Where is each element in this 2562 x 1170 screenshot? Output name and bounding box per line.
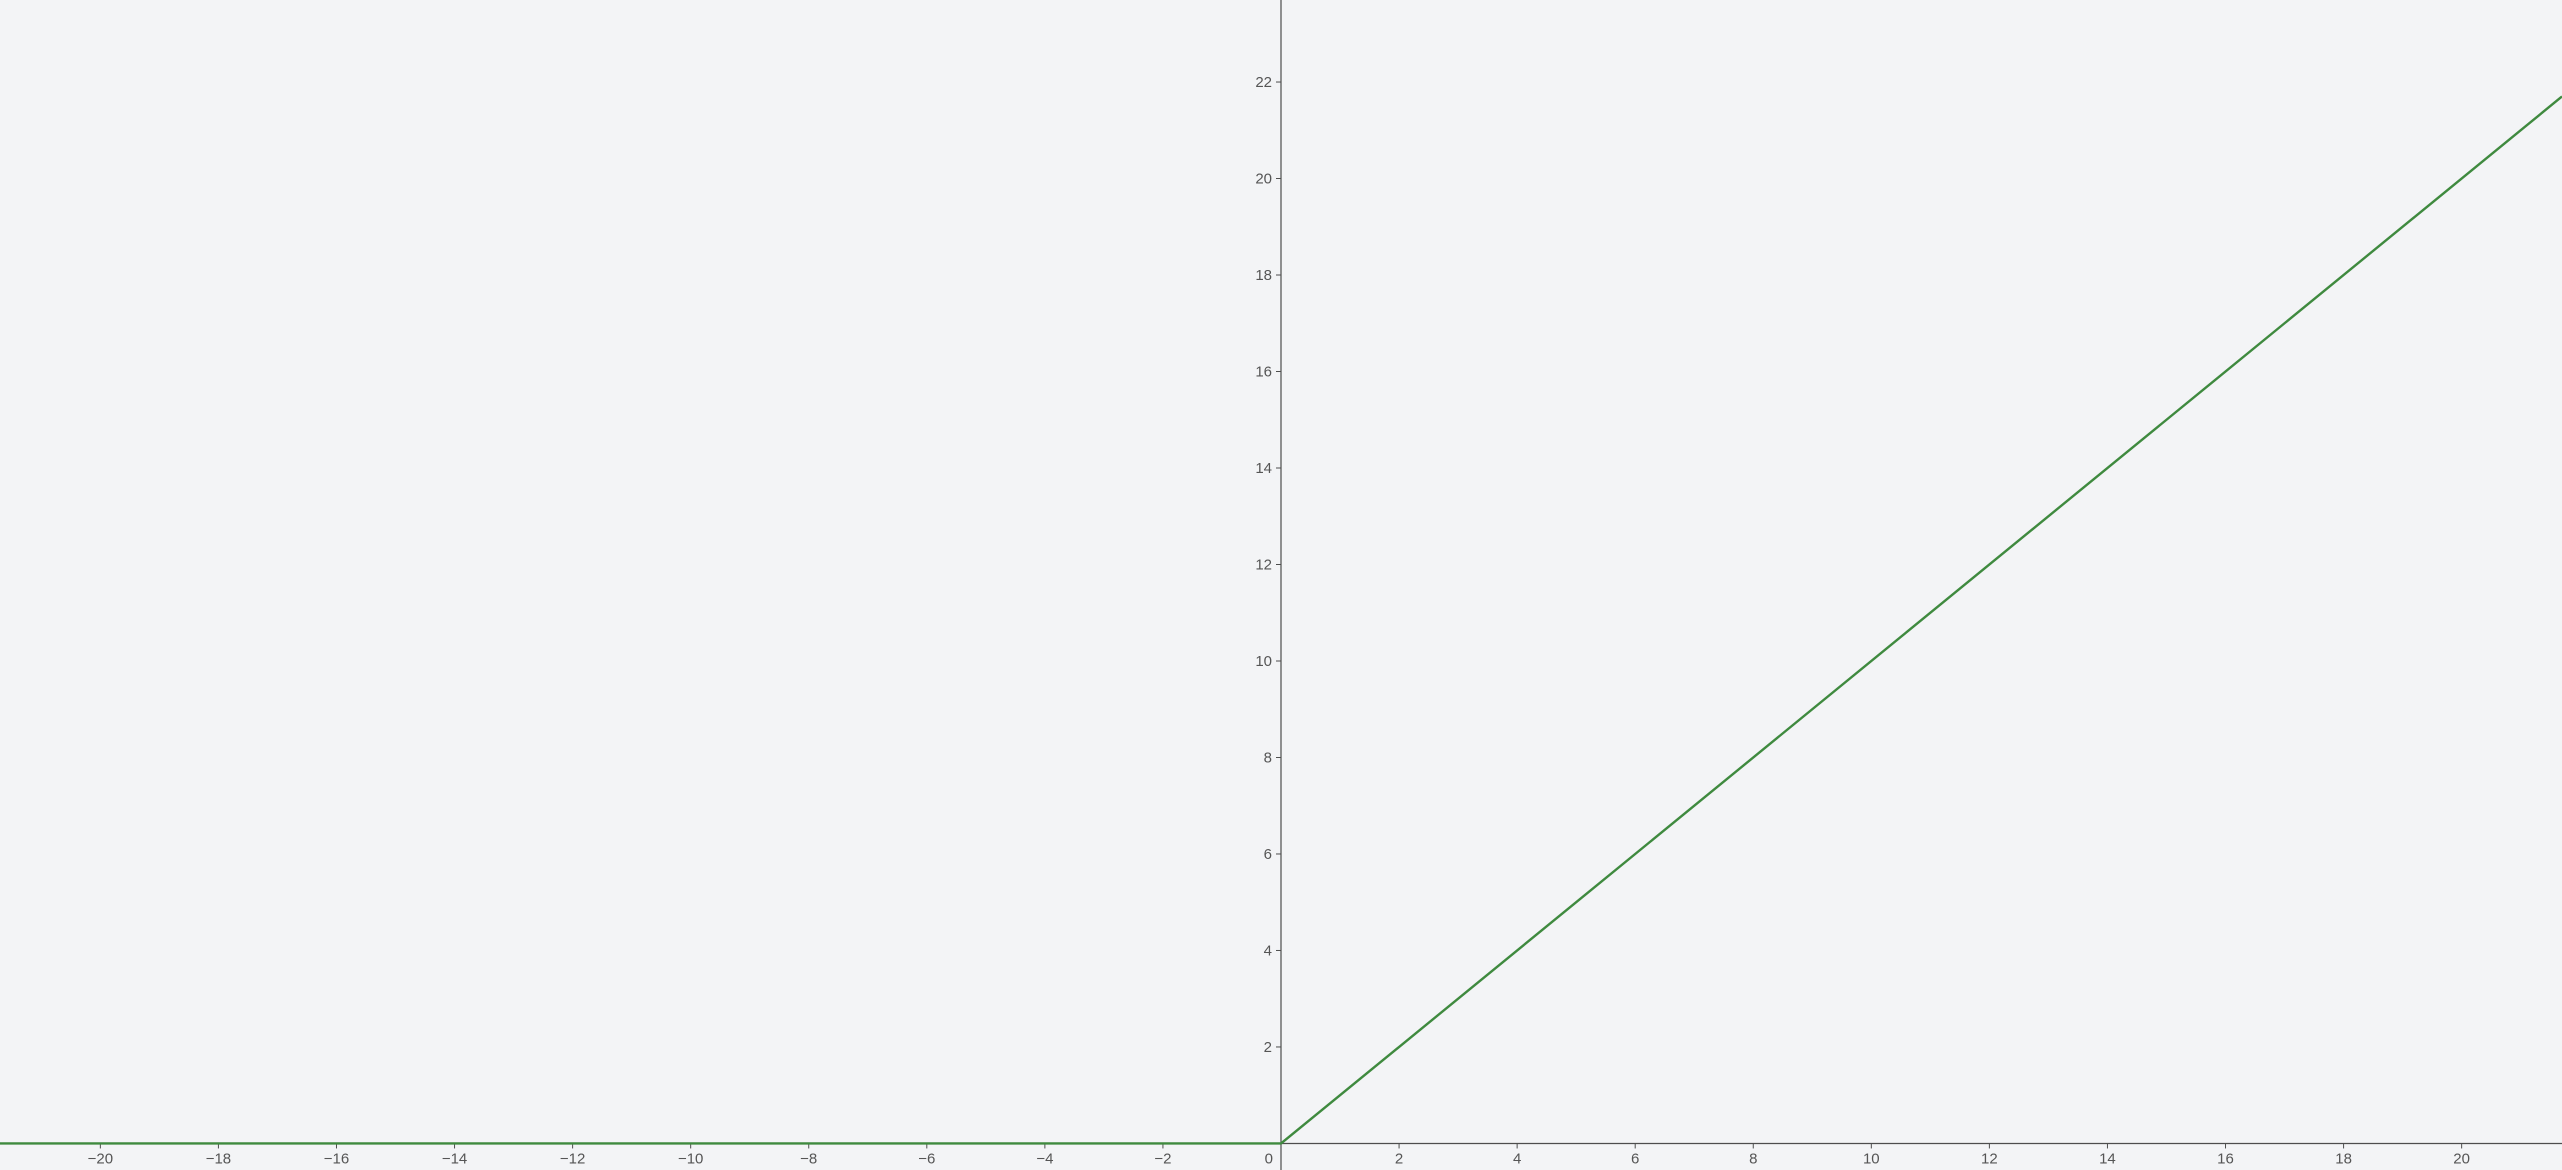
x-tick-label: 0 [1265, 1150, 1273, 1167]
x-tick-label: −8 [800, 1150, 817, 1167]
y-tick-label: 4 [1264, 942, 1272, 959]
series-line-f[interactable] [0, 95, 2562, 1145]
y-tick-label: 14 [1255, 460, 1272, 477]
x-tick-label: 4 [1513, 1150, 1521, 1167]
x-tick-label: 16 [2217, 1150, 2234, 1167]
tick-labels: −20 −18 −16 −14 −12 −10 −8 −6 −4 −2 0 2 4 6 8 10 12 14 16 1… [88, 74, 2470, 1167]
x-tick-label: 12 [1981, 1150, 1998, 1167]
y-tick-label: 8 [1264, 749, 1272, 766]
y-tick-label: 16 [1255, 364, 1272, 381]
y-tick-label: 20 [1255, 171, 1272, 188]
x-tick-label: 20 [2453, 1150, 2470, 1167]
x-tick-label: −16 [324, 1150, 349, 1167]
x-tick-label: 18 [2335, 1150, 2352, 1167]
x-tick-label: −10 [678, 1150, 703, 1167]
x-tick-label: 14 [2099, 1150, 2116, 1167]
y-tick-label: 12 [1255, 556, 1272, 573]
x-tick-label: −6 [918, 1150, 935, 1167]
x-tick-label: 8 [1749, 1150, 1757, 1167]
x-tick-label: −18 [206, 1150, 231, 1167]
x-tick-label: −12 [560, 1150, 585, 1167]
x-tick-label: 6 [1631, 1150, 1639, 1167]
x-tick-label: −4 [1036, 1150, 1053, 1167]
x-tick-label: −20 [88, 1150, 113, 1167]
series-layer [0, 95, 2562, 1145]
y-tick-label: 2 [1264, 1039, 1272, 1056]
y-tick-label: 10 [1255, 653, 1272, 670]
y-tick-label: 18 [1255, 267, 1272, 284]
x-tick-label: 10 [1863, 1150, 1880, 1167]
y-tick-label: 22 [1255, 74, 1272, 91]
x-tick-label: 2 [1395, 1150, 1403, 1167]
y-tick-label: 6 [1264, 846, 1272, 863]
x-tick-label: −2 [1154, 1150, 1171, 1167]
x-tick-label: −14 [442, 1150, 467, 1167]
